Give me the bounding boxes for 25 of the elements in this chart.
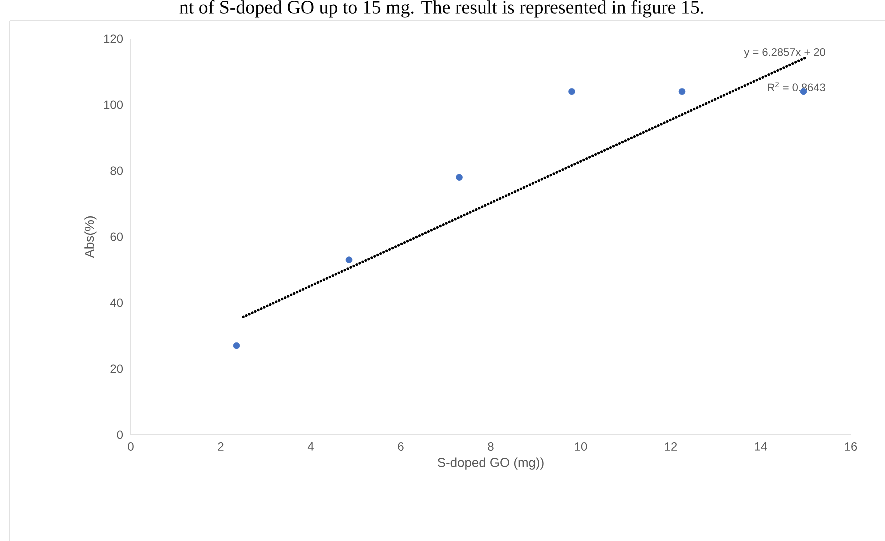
point xyxy=(568,88,576,96)
text: nt of S-doped GO up to 15 mg. The result is represented in figure 15. xyxy=(180,0,704,18)
y-axis-title: Abs(%) xyxy=(84,216,97,258)
y-tick-label: 100 xyxy=(104,100,124,110)
x-tick-label: 6 xyxy=(398,442,404,451)
y-tick-label: 80 xyxy=(110,166,124,176)
x-tick-label: 16 xyxy=(845,442,858,451)
x-tick-label: 14 xyxy=(755,442,768,451)
point xyxy=(233,342,240,350)
x-tick-label: 0 xyxy=(128,442,134,451)
annotation: y = 6.2857x + 20 xyxy=(744,48,826,58)
x-tick-label: 8 xyxy=(488,442,494,451)
y-tick-label: 0 xyxy=(117,430,124,440)
point xyxy=(678,88,686,96)
x-tick-label: 12 xyxy=(665,442,678,451)
x-tick-label: 10 xyxy=(575,442,588,451)
y-tick-label: 40 xyxy=(110,298,124,308)
x-tick-label: 2 xyxy=(218,442,224,451)
y-tick-label: 20 xyxy=(110,364,124,374)
y-tick-label: 120 xyxy=(104,34,124,44)
point xyxy=(456,174,463,181)
y-tick-label: 60 xyxy=(110,232,124,242)
x-tick-label: 4 xyxy=(308,442,314,451)
point xyxy=(346,256,353,264)
x-axis-title: S-doped GO (mg)) xyxy=(438,458,544,470)
